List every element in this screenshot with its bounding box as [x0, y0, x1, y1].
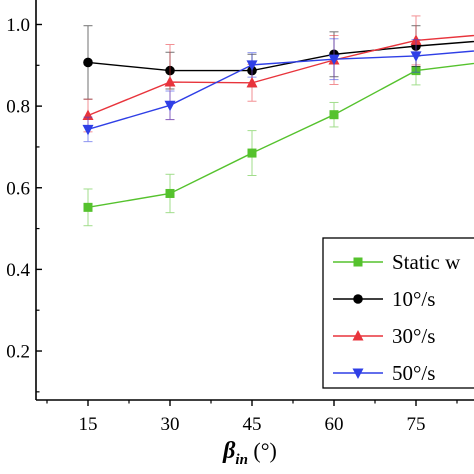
- legend-label: 30°/s: [392, 324, 435, 348]
- data-point: [246, 76, 258, 88]
- series-line: [87, 50, 474, 131]
- x-tick-label: 15: [79, 414, 98, 435]
- data-point: [329, 110, 339, 120]
- data-point: [352, 368, 364, 379]
- data-point: [83, 57, 93, 68]
- data-point: [165, 188, 175, 198]
- legend-item: 50°/s: [333, 361, 435, 385]
- x-axis-title-unit: (°): [248, 438, 277, 463]
- x-axis-title-symbol: β: [222, 438, 236, 464]
- data-point: [247, 148, 257, 158]
- data-point: [164, 100, 176, 112]
- legend-label: 10°/s: [392, 287, 435, 311]
- legend-item: Static w: [333, 250, 461, 274]
- legend-label: Static w: [392, 250, 461, 274]
- data-point: [352, 330, 364, 341]
- y-tick-label: 0.4: [6, 260, 30, 281]
- x-tick-label: 75: [407, 414, 426, 435]
- x-axis-title: βin (°): [222, 438, 277, 468]
- data-point: [83, 202, 93, 212]
- legend-item: 10°/s: [333, 287, 435, 311]
- data-point: [353, 294, 363, 304]
- y-tick-label: 0.6: [6, 178, 30, 199]
- data-point: [82, 124, 94, 136]
- data-point: [328, 54, 340, 66]
- series-line: [87, 34, 474, 117]
- legend-box: [322, 237, 474, 389]
- legend-label: 50°/s: [392, 361, 435, 385]
- axes: 0.2 0.4 0.6 0.8 1.0 15 30 45 60 75: [6, 0, 474, 435]
- series-3: [82, 38, 474, 143]
- data-point: [353, 257, 363, 267]
- x-axis-title-subscript: in: [235, 452, 248, 468]
- x-tick-label: 45: [243, 414, 262, 435]
- y-tick-label: 0.8: [6, 97, 30, 118]
- legend: Static w 10°/s 30°/s 50°/s: [322, 237, 474, 389]
- x-tick-label: 60: [325, 414, 344, 435]
- series-layer: [82, 15, 474, 227]
- y-tick-label: 0.2: [6, 342, 30, 363]
- x-tick-label: 30: [161, 414, 180, 435]
- y-tick-label: 1.0: [6, 15, 30, 36]
- data-point: [246, 60, 258, 71]
- data-point: [164, 76, 176, 87]
- series-line: [87, 62, 474, 209]
- data-point: [410, 51, 422, 62]
- legend-item: 30°/s: [333, 324, 435, 348]
